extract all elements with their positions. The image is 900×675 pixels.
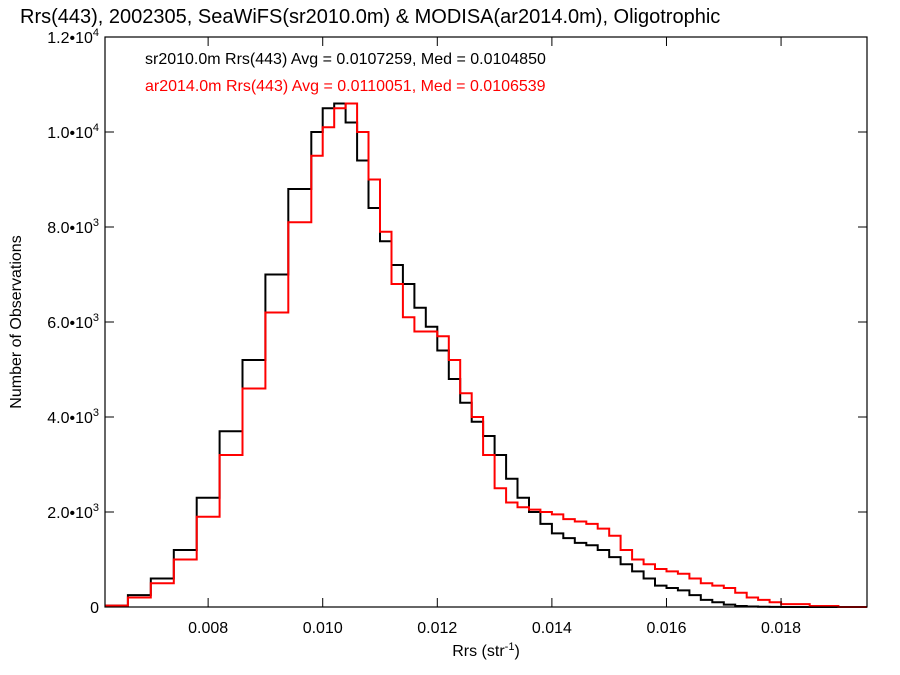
legend-entry-2: ar2014.0m Rrs(443) Avg = 0.0110051, Med … <box>145 78 546 95</box>
x-axis-label-tail: ) <box>514 643 519 660</box>
y-tick-label-2: 2.0•103 <box>47 502 99 522</box>
x-axis-label-sup: -1 <box>505 641 515 653</box>
y-tick-label-3: 4.0•103 <box>47 407 99 427</box>
y-tick-label-1: 0 <box>90 600 99 617</box>
x-tick-label-6: 0.018 <box>761 620 801 637</box>
x-tick-label-3: 0.012 <box>417 620 457 637</box>
y-tick-label-5: 8.0•103 <box>47 217 99 237</box>
y-tick-label-7: 1.2•104 <box>47 27 99 47</box>
x-tick-label-4: 0.014 <box>532 620 572 637</box>
legend: sr2010.0m Rrs(443) Avg = 0.0107259, Med … <box>145 51 546 95</box>
legend-entry-1: sr2010.0m Rrs(443) Avg = 0.0107259, Med … <box>145 51 546 68</box>
x-axis-label: Rrs (str-1) <box>452 641 520 660</box>
series-line-2 <box>105 102 867 608</box>
y-tick-label-6: 1.0•104 <box>47 122 99 142</box>
x-tick-label-1: 0.008 <box>188 620 228 637</box>
series-layer <box>105 102 867 608</box>
x-tick-label-2: 0.010 <box>303 620 343 637</box>
y-axis-label: Number of Observations <box>8 235 25 408</box>
x-tick-label-5: 0.016 <box>646 620 686 637</box>
chart-title: Rrs(443), 2002305, SeaWiFS(sr2010.0m) & … <box>20 6 720 28</box>
ticks-layer: 0.008 0.010 0.012 0.014 0.016 0.018 0 2.0•103 4.… <box>47 27 867 637</box>
y-tick-label-4: 6.0•103 <box>47 312 99 332</box>
x-axis-label-main: Rrs (str <box>452 643 505 660</box>
